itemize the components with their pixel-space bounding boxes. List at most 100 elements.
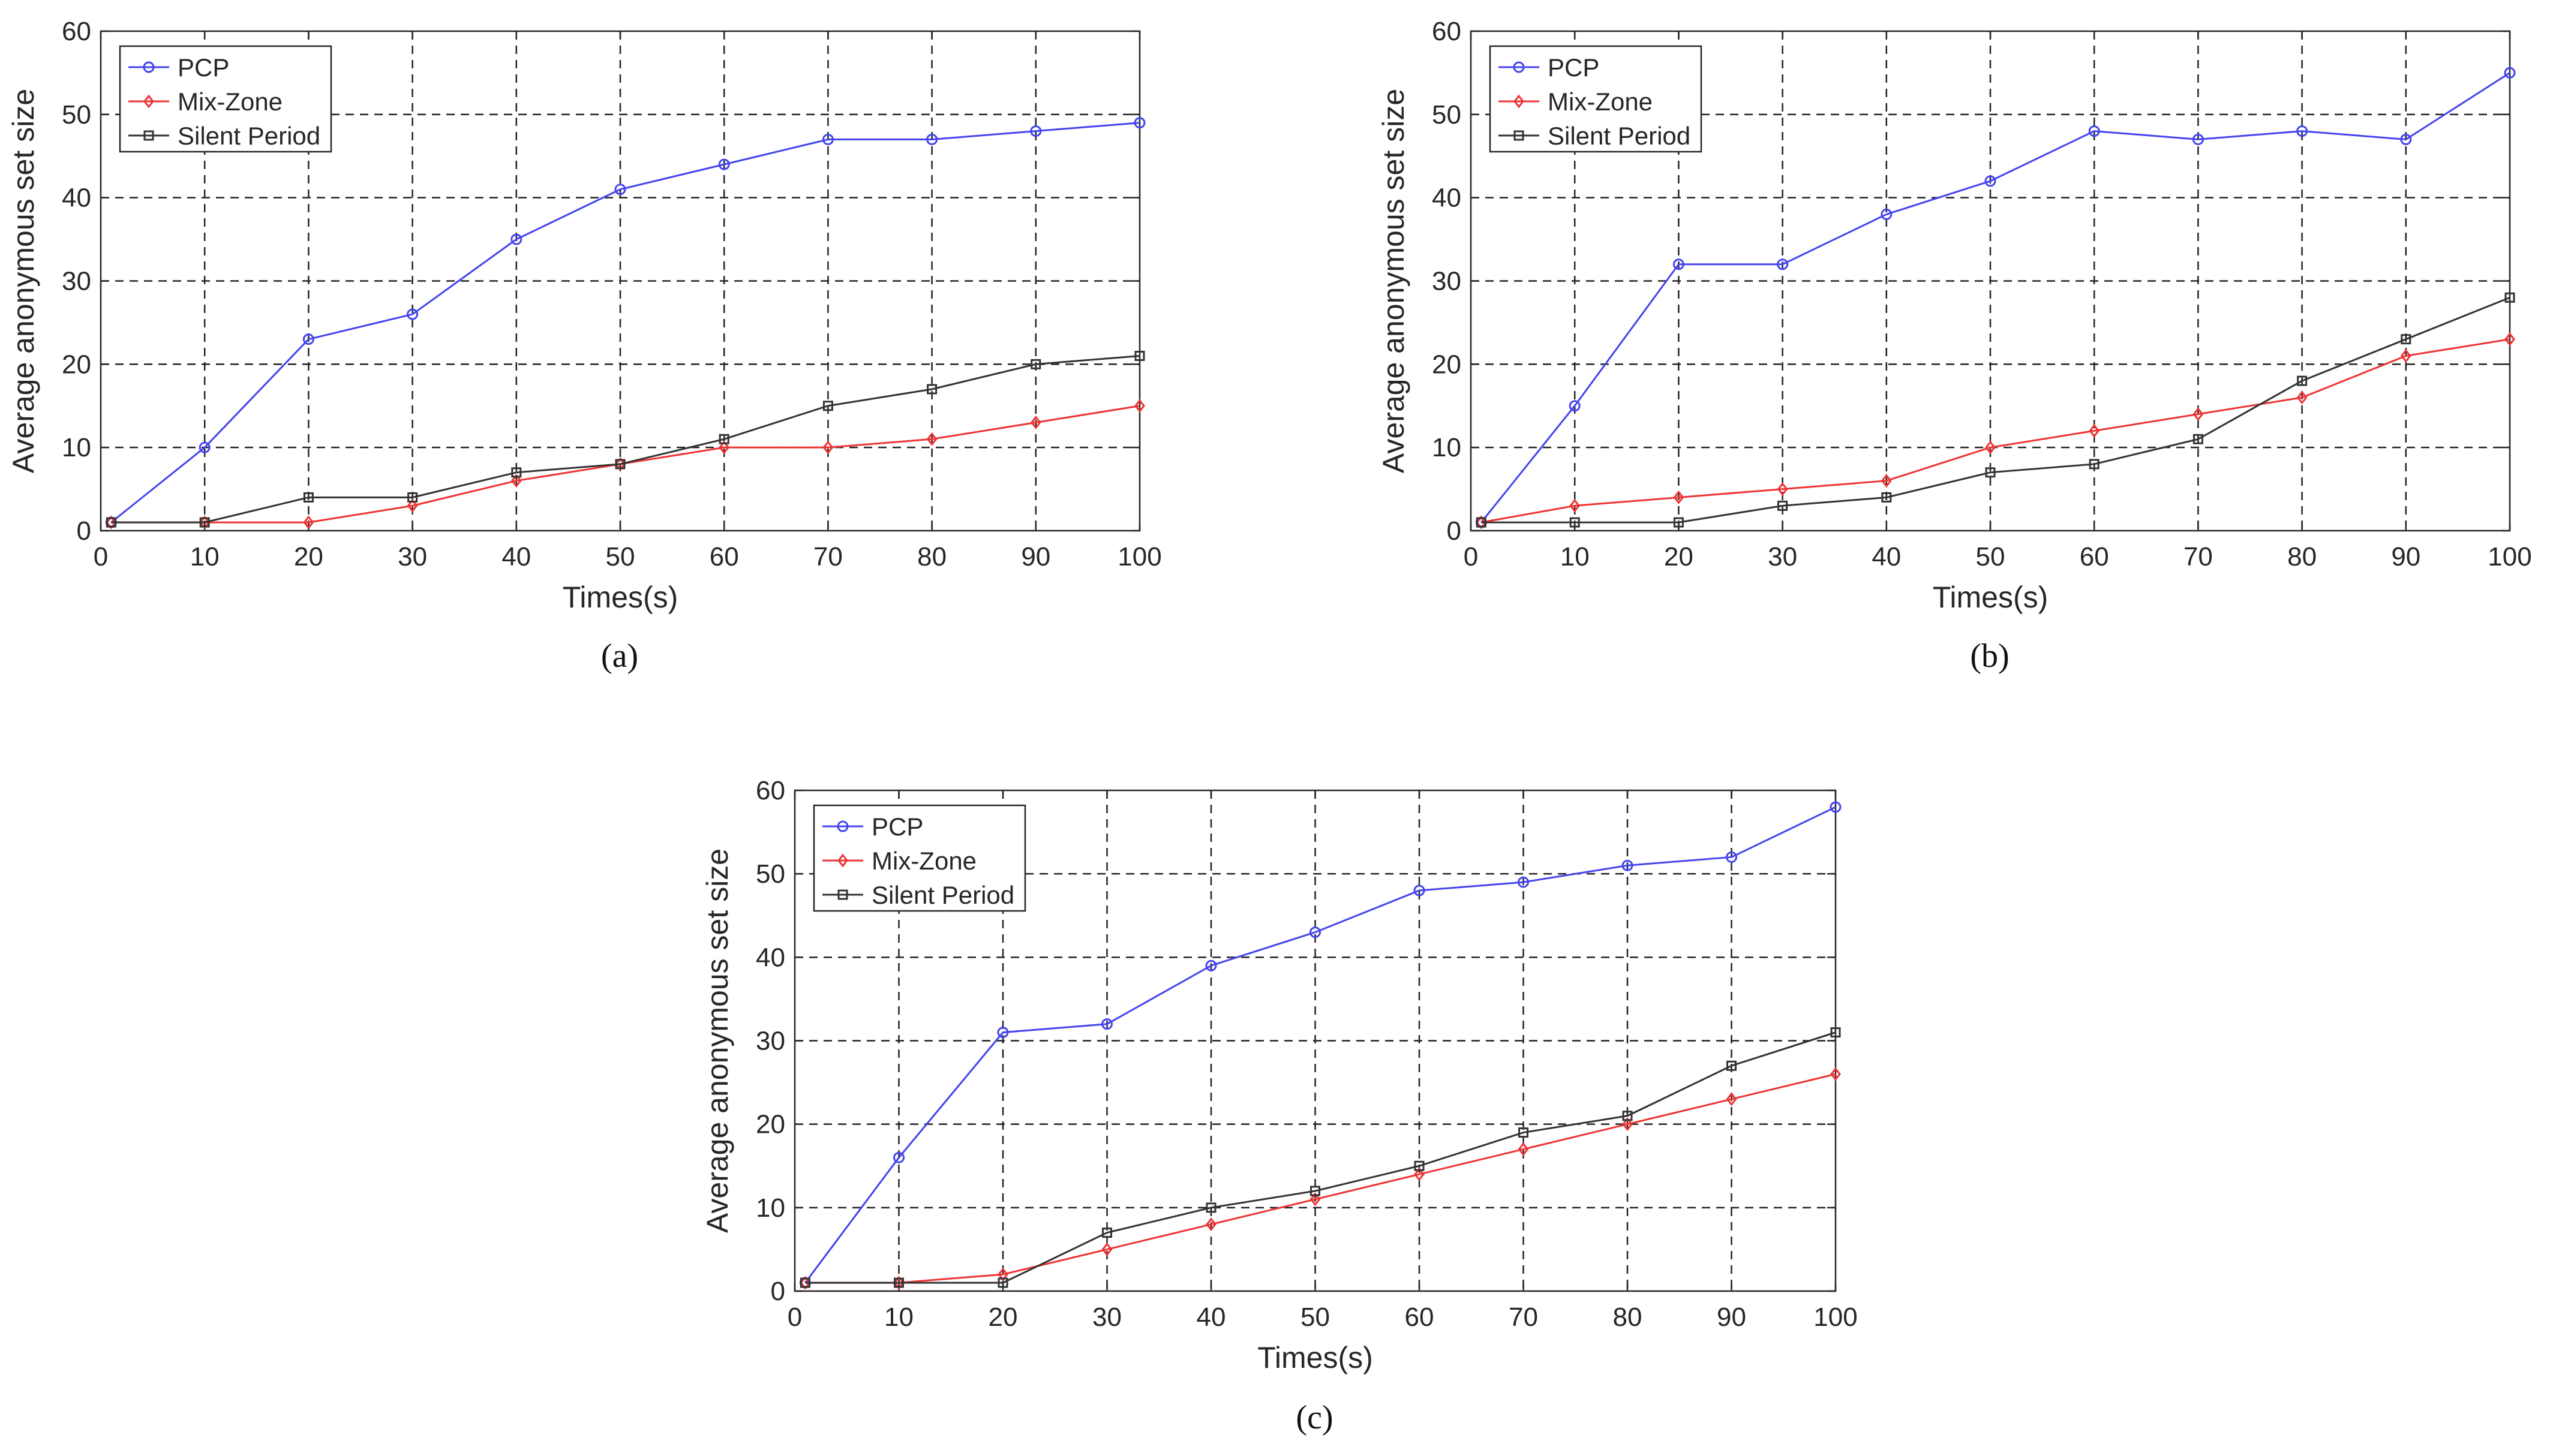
data-point-mix-zone bbox=[510, 474, 522, 488]
data-point-mix-zone bbox=[2192, 407, 2204, 422]
data-point-pcp bbox=[1672, 258, 1684, 270]
legend-marker-pcp bbox=[1513, 61, 1525, 73]
data-point-mix-zone bbox=[303, 515, 314, 530]
data-point-silent-period bbox=[1985, 467, 1996, 478]
data-point-pcp bbox=[407, 308, 419, 320]
data-point-pcp bbox=[2192, 133, 2204, 145]
series-line-pcp bbox=[110, 122, 1140, 524]
data-point-pcp bbox=[926, 133, 938, 145]
y-axis-label: Average anonymous set size bbox=[701, 849, 734, 1233]
data-point-mix-zone bbox=[615, 457, 626, 471]
x-tick-label: 0 bbox=[94, 542, 108, 571]
data-point-pcp bbox=[1518, 876, 1529, 888]
legend-label-silent-period: Silent Period bbox=[178, 122, 320, 150]
data-point-pcp bbox=[510, 233, 522, 245]
data-point-pcp bbox=[2400, 133, 2412, 145]
data-point-mix-zone bbox=[1030, 416, 1041, 429]
data-point-mix-zone bbox=[199, 515, 211, 530]
legend-label-mix-zone: Mix-Zone bbox=[1548, 88, 1653, 116]
data-point-mix-zone bbox=[407, 498, 418, 513]
data-point-silent-period bbox=[2401, 334, 2411, 345]
data-point-pcp bbox=[1881, 208, 1893, 220]
data-point-mix-zone bbox=[1101, 1242, 1113, 1256]
legend-marker-mix-zone bbox=[1513, 94, 1524, 109]
x-tick-label: 50 bbox=[606, 542, 635, 571]
data-point-mix-zone bbox=[893, 1275, 905, 1290]
y-tick-label: 60 bbox=[1432, 17, 1461, 46]
y-tick-label: 60 bbox=[756, 776, 785, 805]
data-point-silent-period bbox=[1476, 517, 1486, 528]
data-point-silent-period bbox=[1726, 1060, 1737, 1071]
chart-panel-a: 0 10 20 30 40 50 60 70 80 90 100 0 10 20 30 40 50 60 Times… bbox=[7, 17, 1162, 675]
x-tick-label: 30 bbox=[398, 542, 427, 571]
data-point-pcp bbox=[199, 441, 211, 453]
data-point-mix-zone bbox=[1985, 440, 1996, 455]
data-point-pcp bbox=[2504, 67, 2516, 79]
y-tick-label: 10 bbox=[62, 433, 91, 462]
data-point-silent-period bbox=[1881, 492, 1892, 503]
legend-marker-pcp bbox=[837, 820, 849, 832]
y-axis-label: Average anonymous set size bbox=[1377, 89, 1410, 473]
data-point-silent-period bbox=[106, 517, 116, 528]
data-point-pcp bbox=[302, 333, 314, 345]
x-tick-label: 20 bbox=[1664, 542, 1693, 571]
x-tick-label: 70 bbox=[813, 542, 843, 571]
data-point-silent-period bbox=[822, 401, 833, 411]
x-tick-label: 60 bbox=[2080, 542, 2109, 571]
data-point-silent-period bbox=[998, 1277, 1008, 1288]
data-point-silent-period bbox=[1569, 517, 1580, 528]
legend-marker-silent-period bbox=[1513, 130, 1524, 141]
data-point-silent-period bbox=[199, 517, 210, 528]
y-tick-label: 40 bbox=[62, 183, 91, 213]
x-tick-label: 100 bbox=[1118, 542, 1161, 571]
legend-marker-mix-zone bbox=[143, 94, 154, 109]
x-tick-label: 20 bbox=[294, 542, 323, 571]
data-point-pcp bbox=[1309, 926, 1321, 938]
data-point-silent-period bbox=[511, 467, 522, 478]
data-point-silent-period bbox=[1518, 1127, 1528, 1138]
data-point-mix-zone bbox=[2504, 332, 2515, 347]
legend-label-mix-zone: Mix-Zone bbox=[178, 88, 283, 116]
series-line-pcp bbox=[804, 806, 1836, 1283]
legend-label-mix-zone: Mix-Zone bbox=[872, 847, 977, 875]
x-tick-label: 40 bbox=[1872, 542, 1901, 571]
panel-label: (c) bbox=[1296, 1399, 1333, 1436]
x-tick-label: 90 bbox=[1021, 542, 1050, 571]
x-tick-label: 50 bbox=[1976, 542, 2005, 571]
x-tick-label: 70 bbox=[2183, 542, 2213, 571]
legend-marker-pcp bbox=[143, 61, 155, 73]
x-tick-label: 0 bbox=[788, 1302, 802, 1332]
data-point-silent-period bbox=[1777, 500, 1788, 511]
data-point-mix-zone bbox=[1518, 1142, 1529, 1156]
y-tick-label: 30 bbox=[1432, 267, 1461, 296]
data-point-mix-zone bbox=[1881, 474, 1892, 488]
x-tick-label: 40 bbox=[501, 542, 531, 571]
legend-label-pcp: PCP bbox=[178, 53, 229, 82]
data-point-silent-period bbox=[407, 492, 418, 503]
data-point-pcp bbox=[1101, 1018, 1113, 1030]
data-point-pcp bbox=[1984, 175, 1996, 187]
legend-marker-silent-period bbox=[143, 130, 154, 141]
x-tick-label: 60 bbox=[1405, 1302, 1434, 1332]
data-point-pcp bbox=[1569, 400, 1581, 412]
data-point-silent-period bbox=[1206, 1202, 1217, 1213]
x-tick-label: 30 bbox=[1092, 1302, 1122, 1332]
y-axis-label: Average anonymous set size bbox=[7, 89, 40, 473]
data-point-mix-zone bbox=[1309, 1192, 1321, 1207]
data-point-mix-zone bbox=[1569, 498, 1581, 513]
data-point-silent-period bbox=[1031, 359, 1041, 369]
x-axis-label: Times(s) bbox=[1257, 1341, 1373, 1374]
data-point-silent-period bbox=[927, 384, 938, 395]
data-point-silent-period bbox=[2192, 434, 2203, 444]
series-line-mix-zone bbox=[1481, 338, 2510, 524]
data-point-silent-period bbox=[1830, 1027, 1841, 1038]
y-tick-label: 10 bbox=[1432, 433, 1461, 462]
data-point-silent-period bbox=[1414, 1160, 1425, 1171]
panel-label: (b) bbox=[1970, 637, 2009, 675]
panel-label: (a) bbox=[601, 637, 638, 675]
data-point-mix-zone bbox=[1476, 515, 1487, 530]
x-tick-label: 20 bbox=[989, 1302, 1018, 1332]
data-point-pcp bbox=[1030, 125, 1042, 137]
